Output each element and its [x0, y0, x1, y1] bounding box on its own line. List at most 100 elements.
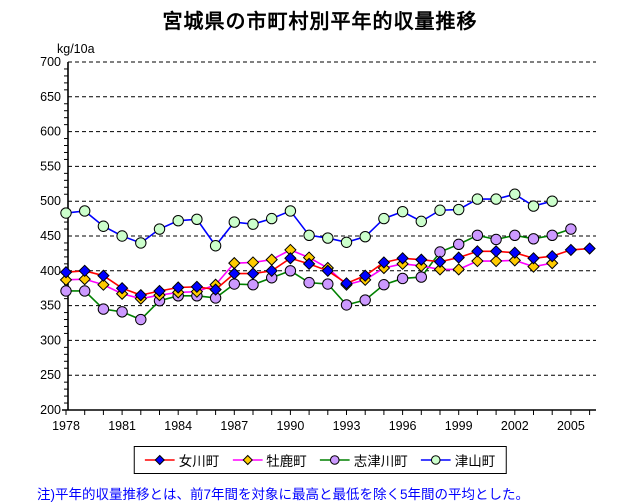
data-point-marker — [396, 205, 409, 218]
data-point-marker — [583, 242, 596, 255]
data-point-marker — [546, 195, 558, 207]
legend-item: 津山町 — [420, 450, 496, 470]
chart-title: 宮城県の市町村別平年的収量推移 — [162, 11, 478, 33]
data-point-marker — [303, 276, 315, 289]
data-point-marker — [415, 259, 428, 273]
data-point-marker — [340, 236, 353, 248]
data-point-marker — [508, 254, 522, 267]
data-point-marker — [153, 284, 166, 298]
data-point-marker — [415, 253, 428, 266]
data-point-marker — [545, 249, 559, 263]
x-tick-label: 1981 — [108, 419, 136, 433]
data-point-marker — [358, 269, 372, 282]
legend-label: 志津川町 — [353, 454, 408, 469]
data-point-marker — [209, 283, 222, 296]
data-point-marker — [246, 267, 260, 280]
x-tick-label: 2005 — [557, 419, 585, 433]
data-point-marker — [59, 273, 73, 287]
y-tick-label: 350 — [40, 299, 61, 313]
legend-marker-icon — [319, 455, 350, 465]
data-point-marker — [415, 215, 427, 228]
data-point-marker — [303, 229, 315, 242]
data-point-marker — [59, 265, 73, 279]
data-point-marker — [527, 233, 540, 245]
data-point-marker — [247, 279, 259, 291]
data-point-marker — [97, 269, 110, 282]
data-point-marker — [172, 214, 184, 227]
data-point-marker — [433, 263, 447, 276]
x-tick-label: 1987 — [220, 419, 248, 433]
data-point-marker — [135, 313, 147, 326]
data-point-marker — [228, 267, 241, 280]
data-point-marker — [97, 278, 110, 291]
data-point-marker — [97, 220, 110, 232]
data-point-marker — [228, 278, 241, 290]
data-point-marker — [377, 256, 391, 269]
data-point-marker — [471, 254, 484, 268]
x-tick-label: 1984 — [164, 419, 192, 433]
data-point-marker — [153, 223, 166, 235]
y-tick-label: 200 — [40, 403, 61, 417]
legend-item: 女川町 — [144, 450, 220, 470]
data-point-marker — [378, 212, 390, 225]
data-point-marker — [453, 238, 465, 251]
y-tick-label: 550 — [40, 159, 61, 173]
x-tick-label: 2002 — [501, 419, 529, 433]
legend-label: 津山町 — [454, 454, 496, 469]
data-point-marker — [322, 278, 334, 290]
data-point-marker — [302, 257, 316, 271]
data-point-marker — [60, 207, 72, 219]
data-point-marker — [471, 229, 484, 242]
data-point-marker — [340, 299, 353, 311]
data-point-marker — [545, 256, 559, 270]
data-point-marker — [265, 253, 278, 266]
data-point-marker — [209, 240, 222, 252]
x-tick-label: 1996 — [389, 419, 417, 433]
data-point-marker — [284, 205, 297, 217]
data-point-marker — [246, 256, 260, 269]
data-point-marker — [452, 251, 465, 264]
chart-legend: 女川町 牡鹿町 志津川町 津山町 — [133, 446, 507, 474]
data-point-marker — [265, 264, 278, 278]
data-point-marker — [453, 203, 465, 216]
data-point-marker — [489, 245, 503, 258]
y-tick-label: 650 — [40, 90, 61, 104]
data-point-marker — [546, 229, 558, 242]
footnote: 注)平年的収量推移とは、前7年間を対象に最高と最低を除く5年間の平均とした。 — [37, 487, 530, 502]
data-point-marker — [378, 279, 390, 291]
data-point-marker — [434, 204, 446, 216]
data-point-marker — [247, 218, 259, 230]
data-point-marker — [509, 229, 521, 242]
data-point-marker — [471, 193, 484, 205]
legend-marker-icon — [144, 454, 175, 466]
y-tick-label: 600 — [40, 125, 61, 139]
data-point-marker — [396, 272, 409, 285]
data-point-marker — [191, 213, 203, 225]
data-point-marker — [489, 254, 503, 268]
data-point-marker — [266, 212, 278, 225]
x-tick-label: 1990 — [276, 419, 304, 433]
data-point-marker — [135, 237, 147, 249]
y-tick-label: 250 — [40, 368, 61, 382]
legend-label: 女川町 — [178, 454, 220, 469]
data-point-marker — [527, 252, 540, 265]
legend-label: 牡鹿町 — [266, 454, 307, 469]
data-point-marker — [452, 263, 465, 276]
data-point-marker — [116, 306, 128, 318]
data-point-marker — [471, 245, 484, 258]
data-point-marker — [321, 264, 335, 278]
x-tick-label: 1999 — [445, 419, 473, 433]
data-point-marker — [508, 246, 522, 259]
data-point-marker — [490, 233, 502, 246]
data-point-marker — [115, 281, 129, 295]
data-point-marker — [79, 285, 91, 297]
data-point-marker — [359, 230, 371, 243]
data-point-marker — [228, 216, 241, 228]
data-point-marker — [509, 188, 521, 200]
y-tick-label: 300 — [40, 333, 61, 347]
data-point-marker — [116, 230, 128, 242]
data-point-marker — [284, 265, 297, 277]
data-point-marker — [97, 303, 110, 315]
x-tick-label: 1993 — [333, 419, 361, 433]
